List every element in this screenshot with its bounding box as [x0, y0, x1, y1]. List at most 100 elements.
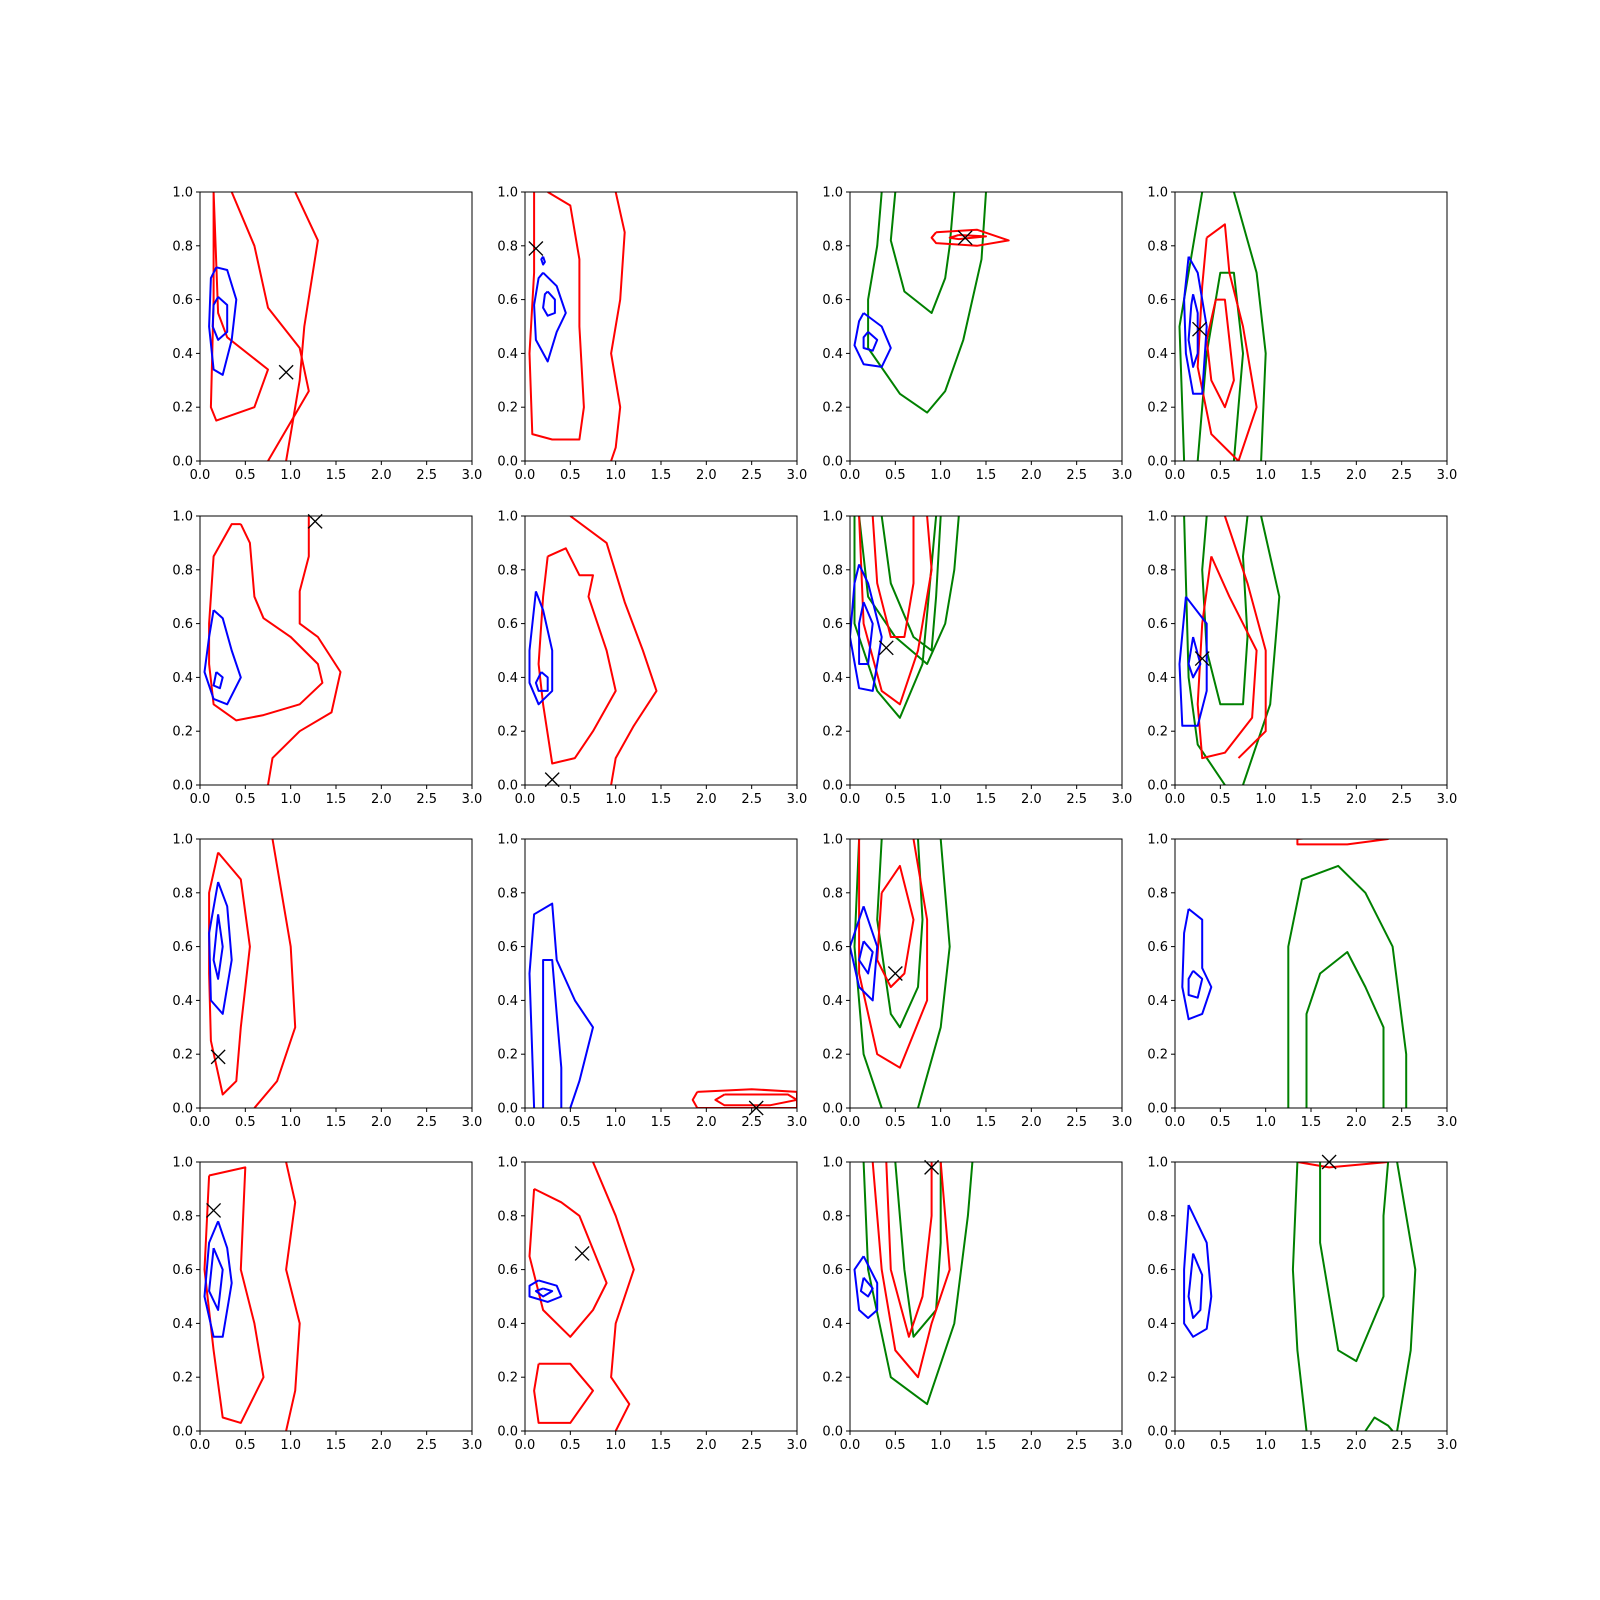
x-tick-label: 2.0	[1021, 1115, 1042, 1130]
x-tick-label: 3.0	[1437, 1115, 1458, 1130]
x-tick-label: 2.0	[1346, 1115, 1367, 1130]
x-tick-label: 1.0	[280, 1438, 301, 1453]
x-marker	[544, 772, 560, 788]
y-tick-label: 0.0	[172, 455, 193, 470]
y-tick-label: 0.2	[1147, 401, 1168, 416]
blue-contour-line	[850, 905, 879, 1002]
x-tick-label: 1.5	[651, 792, 672, 807]
x-tick-label: 2.5	[741, 468, 762, 483]
red-contour-line	[1296, 839, 1390, 846]
red-contour-line	[1297, 1162, 1390, 1169]
x-tick-label: 1.5	[976, 792, 997, 807]
blue-contour-line	[211, 296, 229, 341]
y-tick-label: 1.0	[497, 1156, 518, 1171]
contour-group	[853, 192, 1010, 414]
x-marker	[210, 1049, 226, 1065]
axes-frame	[1174, 191, 1448, 462]
axes-frame	[199, 515, 473, 786]
subplot-15: 0.0 0.5 1.0 1.5 2.0 2.5 3.0 0.0 0.2 0.4 0.6 0.8 1.0	[822, 1156, 1132, 1454]
red-contour-line	[876, 864, 915, 988]
blue-contour-line	[859, 1277, 874, 1298]
y-tick-label: 0.2	[497, 401, 518, 416]
y-tick-label: 0.6	[172, 1263, 193, 1278]
red-contour-line	[871, 516, 915, 638]
contour-group	[208, 192, 319, 461]
x-tick-label: 2.5	[1066, 1438, 1087, 1453]
x-tick-label: 1.5	[976, 468, 997, 483]
green-contour-line	[1319, 1162, 1390, 1363]
x-tick-label: 1.5	[1301, 468, 1322, 483]
contour-group	[528, 1162, 635, 1431]
x-tick-label: 2.0	[371, 468, 392, 483]
y-tick-label: 0.2	[1147, 1371, 1168, 1386]
y-tick-label: 0.8	[497, 886, 518, 901]
x-marker	[887, 966, 903, 981]
x-tick-label: 1.5	[651, 468, 672, 483]
x-tick-label: 1.5	[326, 1115, 347, 1130]
red-contour-line	[230, 192, 310, 461]
subplot-16: 0.0 0.5 1.0 1.5 2.0 2.5 3.0 0.0 0.2 0.4 0.6 0.8 1.0	[1147, 1154, 1457, 1453]
subplot-14: 0.0 0.5 1.0 1.5 2.0 2.5 3.0 0.0 0.2 0.4 0.6 0.8 1.0	[497, 1156, 807, 1454]
blue-contour-line	[1187, 970, 1204, 999]
x-marker	[278, 364, 294, 380]
y-tick-label: 0.4	[822, 671, 843, 686]
green-contour-line	[917, 839, 951, 1108]
x-marker	[957, 230, 973, 246]
axes-frame	[524, 1161, 798, 1432]
x-tick-label: 1.0	[280, 468, 301, 483]
y-tick-label: 0.4	[822, 1317, 843, 1332]
x-tick-label: 0.5	[885, 1438, 906, 1453]
x-tick-label: 1.5	[1301, 792, 1322, 807]
y-tick-label: 1.0	[1147, 510, 1168, 525]
x-tick-label: 3.0	[787, 1438, 808, 1453]
blue-contour-line	[528, 1279, 563, 1303]
y-tick-label: 0.4	[172, 347, 193, 362]
y-tick-label: 0.8	[172, 1209, 193, 1224]
blue-contour-line	[528, 902, 594, 1108]
x-tick-label: 2.0	[1346, 1438, 1367, 1453]
x-tick-label: 0.0	[840, 792, 861, 807]
red-contour-line	[533, 1362, 594, 1424]
y-tick-label: 0.4	[1147, 994, 1168, 1009]
y-tick-label: 0.8	[497, 563, 518, 578]
green-contour-line	[1178, 192, 1204, 461]
x-tick-label: 0.5	[885, 1115, 906, 1130]
y-tick-label: 0.8	[822, 886, 843, 901]
y-tick-label: 0.0	[1147, 1425, 1168, 1440]
green-contour-line	[889, 192, 956, 314]
x-tick-label: 3.0	[1112, 792, 1133, 807]
green-contour-line	[1291, 1162, 1308, 1431]
subplot-2: 0.0 0.5 1.0 1.5 2.0 2.5 3.0 0.0 0.2 0.4 0.6 0.8 1.0	[497, 186, 807, 484]
y-tick-label: 1.0	[172, 186, 193, 201]
x-tick-label: 3.0	[462, 792, 483, 807]
subplot-9: 0.0 0.5 1.0 1.5 2.0 2.5 3.0 0.0 0.2 0.4 0.6 0.8 1.0	[172, 833, 482, 1131]
x-marker	[878, 640, 894, 656]
red-contour-line	[858, 516, 933, 706]
green-contour-line	[880, 516, 942, 652]
red-contour-line	[858, 839, 929, 1069]
axes-frame	[524, 515, 798, 786]
blue-contour-line	[208, 881, 233, 1015]
y-tick-label: 0.6	[497, 1263, 518, 1278]
x-tick-label: 0.5	[1210, 1115, 1231, 1130]
blue-contour-line	[1187, 293, 1199, 368]
x-tick-label: 2.0	[696, 1115, 717, 1130]
y-tick-label: 0.6	[497, 293, 518, 308]
axes-frame	[524, 191, 798, 462]
x-tick-label: 0.0	[515, 468, 536, 483]
axes-frame	[524, 838, 798, 1109]
y-tick-label: 0.8	[1147, 1209, 1168, 1224]
x-tick-label: 0.0	[190, 468, 211, 483]
x-tick-label: 0.0	[1165, 792, 1186, 807]
y-tick-label: 0.2	[172, 1048, 193, 1063]
y-tick-label: 0.0	[1147, 1102, 1168, 1117]
red-contour-line	[253, 839, 297, 1108]
red-contour-line	[1196, 223, 1258, 461]
y-tick-label: 0.4	[497, 347, 518, 362]
x-tick-label: 0.0	[1165, 468, 1186, 483]
y-tick-label: 0.4	[1147, 1317, 1168, 1332]
y-tick-label: 0.8	[1147, 239, 1168, 254]
x-tick-label: 0.5	[560, 1115, 581, 1130]
x-tick-label: 2.5	[416, 468, 437, 483]
y-tick-label: 0.4	[822, 347, 843, 362]
